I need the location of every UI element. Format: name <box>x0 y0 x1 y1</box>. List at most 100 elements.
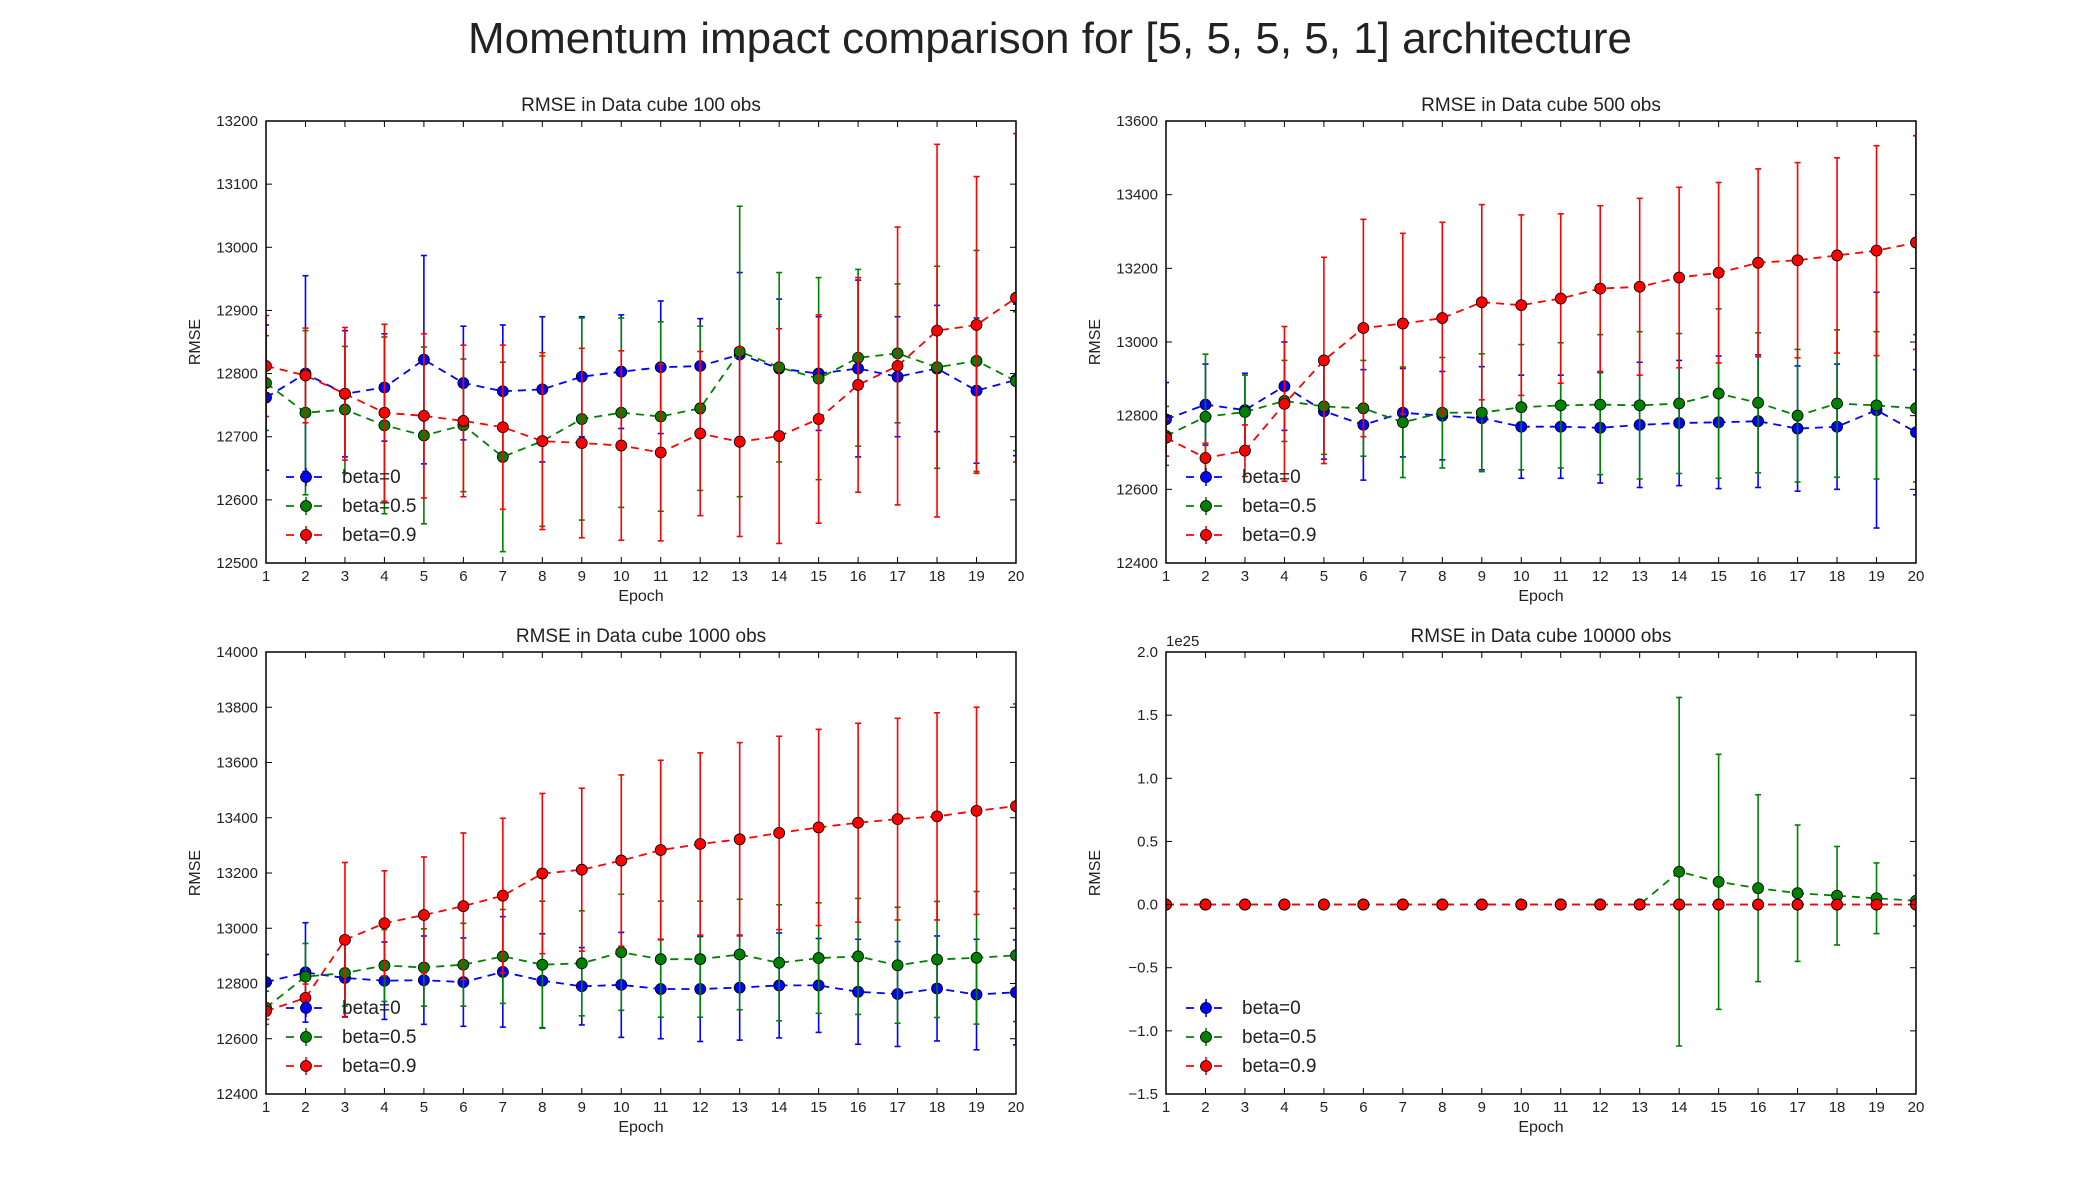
y-tick-label: 2.0 <box>1137 644 1158 661</box>
data-point <box>1010 291 1016 304</box>
x-tick-label: 16 <box>850 568 867 585</box>
y-tick-label: 13100 <box>216 176 258 193</box>
data-point <box>1010 986 1016 999</box>
x-tick-label: 11 <box>1553 1099 1569 1116</box>
data-point <box>615 946 628 959</box>
x-tick-label: 16 <box>1750 1099 1767 1116</box>
data-point <box>812 952 825 964</box>
legend: beta=0 beta=0.5 beta=0.9 <box>1186 998 1317 1077</box>
data-point <box>378 917 391 930</box>
x-tick-label: 1 <box>262 568 270 585</box>
data-point <box>1239 406 1251 418</box>
data-point <box>1357 322 1370 334</box>
plot-series-group <box>1166 696 1916 1047</box>
data-point <box>536 435 549 448</box>
y-tick-label: 12400 <box>1116 555 1158 572</box>
x-tick-label: 15 <box>810 568 827 585</box>
x-tick-label: 4 <box>380 1099 388 1116</box>
y-tick-label: 12600 <box>216 492 258 509</box>
data-point <box>299 970 312 983</box>
x-tick-label: 13 <box>1631 568 1648 585</box>
y-axis-label: RMSE <box>187 319 204 365</box>
data-point <box>852 816 865 829</box>
data-point <box>773 956 786 969</box>
legend-item-beta=0: beta=0 <box>1186 467 1301 488</box>
x-tick-label: 16 <box>850 1099 867 1116</box>
data-point <box>266 377 272 389</box>
series-line <box>266 297 1016 454</box>
legend-item-beta=0.5: beta=0.5 <box>1186 1027 1317 1048</box>
x-tick-label: 11 <box>1553 568 1569 585</box>
y-tick-label: −1.0 <box>1128 1023 1158 1040</box>
x-tick-label: 10 <box>1513 1099 1530 1116</box>
data-point <box>1357 898 1370 911</box>
x-tick-label: 8 <box>538 1099 546 1116</box>
x-tick-label: 5 <box>420 1099 428 1116</box>
data-point <box>1199 452 1212 464</box>
legend-label: beta=0.5 <box>1242 1027 1317 1048</box>
series-line <box>1166 241 1916 459</box>
data-point <box>1199 410 1212 423</box>
data-point <box>1166 431 1172 444</box>
legend-marker <box>300 471 312 483</box>
x-axis-label: Epoch <box>618 588 663 605</box>
data-point <box>970 951 983 964</box>
data-point <box>457 900 470 913</box>
x-tick-label: 12 <box>692 568 709 585</box>
x-tick-label: 15 <box>1710 1099 1727 1116</box>
x-tick-label: 10 <box>613 568 630 585</box>
legend-item-beta=0: beta=0 <box>286 467 401 488</box>
legend-label: beta=0 <box>342 467 401 488</box>
data-point <box>931 953 943 966</box>
x-tick-label: 7 <box>499 1099 507 1116</box>
data-point <box>1633 280 1646 293</box>
legend: beta=0 beta=0.5 beta=0.9 <box>1186 467 1317 546</box>
series-beta=0.9 <box>266 132 1016 545</box>
legend-label: beta=0 <box>1242 998 1301 1019</box>
legend-item-beta=0.9: beta=0.9 <box>286 525 417 546</box>
legend-item-beta=0.5: beta=0.5 <box>1186 496 1317 517</box>
data-point <box>536 867 549 880</box>
data-point <box>1278 898 1291 911</box>
data-point <box>1831 397 1843 410</box>
data-point <box>1910 426 1916 439</box>
data-point <box>1396 317 1409 330</box>
legend-marker <box>1200 471 1212 483</box>
x-tick-label: 12 <box>692 1099 709 1116</box>
data-point <box>1870 244 1883 257</box>
data-point <box>1752 882 1765 895</box>
x-tick-label: 19 <box>968 1099 985 1116</box>
data-point <box>654 844 667 856</box>
data-point <box>496 889 509 902</box>
y-tick-label: 13800 <box>216 699 258 716</box>
x-tick-label: 3 <box>1241 1099 1249 1116</box>
legend-item-beta=0.9: beta=0.9 <box>286 1056 417 1077</box>
x-tick-label: 14 <box>771 568 788 585</box>
x-tick-label: 10 <box>613 1099 630 1116</box>
y-tick-label: 13200 <box>1116 260 1158 277</box>
y-tick-label: 14000 <box>216 644 258 661</box>
legend-label: beta=0.5 <box>1242 496 1317 517</box>
data-point <box>1712 387 1725 400</box>
x-tick-label: 12 <box>1592 568 1609 585</box>
plot-series-group <box>1166 134 1916 529</box>
data-point <box>1673 898 1686 911</box>
legend-label: beta=0.5 <box>342 496 417 517</box>
data-point <box>852 379 865 391</box>
data-point <box>417 409 430 422</box>
x-tick-label: 5 <box>420 568 428 585</box>
data-point <box>615 854 628 867</box>
x-tick-label: 6 <box>1359 568 1367 585</box>
x-tick-label: 20 <box>1908 568 1925 585</box>
data-point <box>1554 399 1567 412</box>
x-tick-label: 19 <box>1868 1099 1885 1116</box>
x-tick-label: 17 <box>1789 1099 1806 1116</box>
data-point <box>1831 249 1843 262</box>
chart-panel-1: 1 2 3 4 5 6 7 8 9 10 11 12 13 14 15 16 17 18 19 20125001260… <box>187 95 1024 605</box>
data-point <box>266 391 272 404</box>
x-tick-label: 18 <box>1829 1099 1846 1116</box>
x-tick-label: 6 <box>459 568 467 585</box>
x-axis-label: Epoch <box>618 1119 663 1136</box>
data-point <box>1475 296 1488 309</box>
